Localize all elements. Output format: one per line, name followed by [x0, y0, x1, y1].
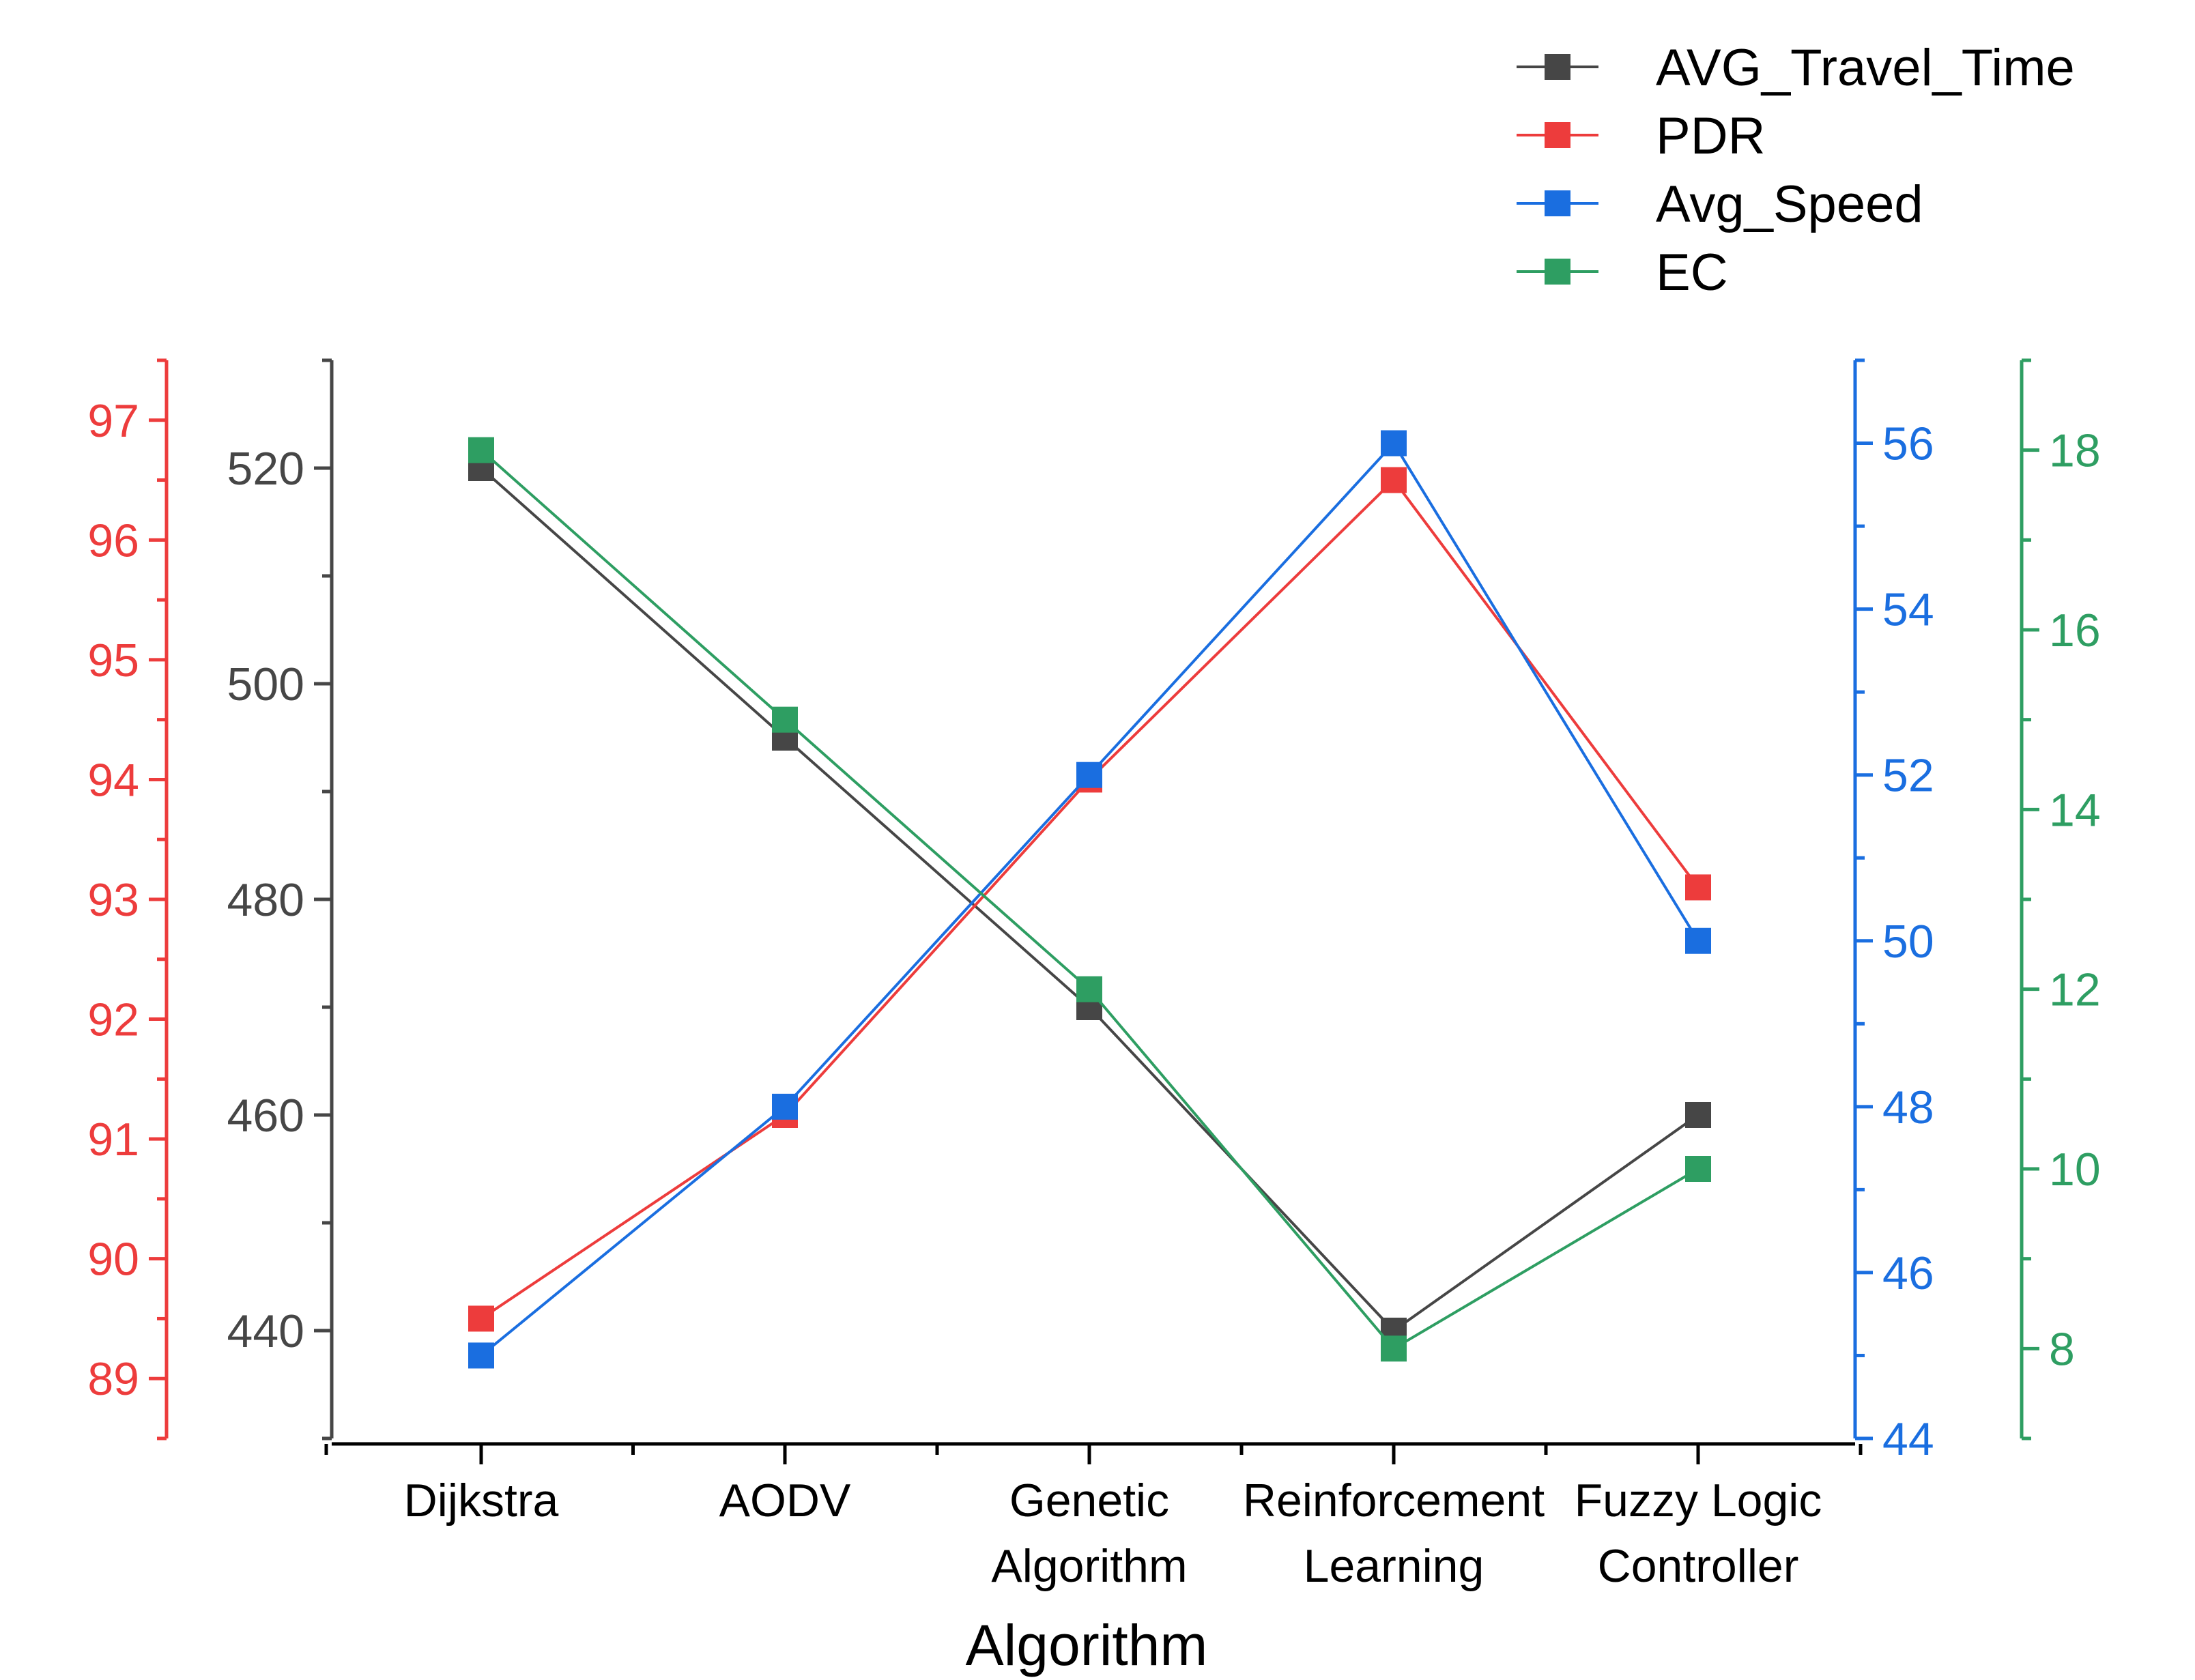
- PDR-point: [468, 1305, 494, 1332]
- legend-label: Avg_Speed: [1656, 175, 1923, 233]
- EC-line: [480, 449, 1699, 1350]
- Avg_Speed-point: [772, 1093, 798, 1120]
- series-layer: [468, 430, 1711, 1369]
- speed-tick-label: 44: [1882, 1413, 1934, 1465]
- x-tick-label-line: Reinforcement: [1243, 1475, 1545, 1526]
- speed-tick-label: 50: [1882, 916, 1934, 968]
- x-tick-label: Fuzzy Logic Controller: [1575, 1475, 1822, 1592]
- pdr-tick-label: 96: [87, 515, 139, 566]
- EC-point: [468, 437, 494, 463]
- Avg_Speed-series: [468, 430, 1711, 1369]
- EC-point: [1685, 1156, 1711, 1182]
- pdr-tick-label: 93: [87, 874, 139, 926]
- pdr-tick-label: 89: [87, 1353, 139, 1405]
- x-tick-label-line: Genetic: [1009, 1475, 1169, 1526]
- EC-series: [468, 437, 1711, 1362]
- legend-label: AVG_Travel_Time: [1656, 39, 2075, 97]
- ttime-axis: 440 460 480 500 520: [227, 358, 334, 1440]
- AVG_Travel_Time-line: [480, 467, 1699, 1333]
- ec-tick-label: 14: [2049, 784, 2101, 836]
- ttime-tick-label: 520: [227, 443, 304, 495]
- x-tick-label-line: Dijkstra: [404, 1475, 559, 1526]
- speed-axis: 44 46 48 50 52 54 56: [1853, 358, 1934, 1465]
- pdr-tick-label: 97: [87, 395, 139, 447]
- legend-item: PDR: [1517, 107, 1765, 165]
- legend-item: EC: [1517, 244, 1728, 302]
- EC-point: [1076, 976, 1102, 1002]
- PDR-series: [468, 467, 1711, 1332]
- x-tick-label-line: Learning: [1304, 1540, 1484, 1592]
- x-tick-label-line: AODV: [719, 1475, 851, 1526]
- legend-label: PDR: [1656, 107, 1765, 165]
- pdr-tick-label: 91: [87, 1114, 139, 1165]
- Avg_Speed-point: [1381, 430, 1407, 457]
- legend-marker: [1545, 122, 1570, 148]
- Avg_Speed-line: [480, 441, 1699, 1357]
- pdr-tick-label: 92: [87, 994, 139, 1046]
- PDR-line: [480, 478, 1699, 1320]
- ec-tick-label: 10: [2049, 1144, 2101, 1196]
- legend: AVG_Travel_Time PDR Avg_Speed EC: [1517, 39, 2075, 302]
- Avg_Speed-point: [1685, 927, 1711, 954]
- speed-tick-label: 52: [1882, 750, 1934, 802]
- speed-tick-label: 48: [1882, 1082, 1934, 1133]
- legend-marker: [1545, 54, 1570, 80]
- ec-tick-label: 16: [2049, 605, 2101, 656]
- x-tick-label-line: Fuzzy Logic: [1575, 1475, 1822, 1526]
- axes-layer: 89 90 91 92 93 94 95 96 97 440 460 480 500 520 44 46 48 5…: [87, 358, 2101, 1592]
- pdr-tick-label: 95: [87, 635, 139, 686]
- ec-tick-label: 8: [2049, 1323, 2075, 1375]
- pdr-tick-label: 90: [87, 1234, 139, 1286]
- Avg_Speed-point: [468, 1342, 494, 1369]
- x-tick-label: Genetic Algorithm: [991, 1475, 1187, 1592]
- Avg_Speed-point: [1076, 762, 1102, 788]
- legend-label: EC: [1656, 244, 1728, 302]
- PDR-point: [1685, 874, 1711, 901]
- ttime-tick-label: 440: [227, 1305, 304, 1357]
- speed-tick-label: 54: [1882, 584, 1934, 636]
- legend-item: Avg_Speed: [1517, 175, 1923, 233]
- ec-tick-label: 12: [2049, 964, 2101, 1016]
- ec-tick-label: 18: [2049, 425, 2101, 477]
- AVG_Travel_Time-point: [1685, 1102, 1711, 1128]
- EC-point: [772, 706, 798, 733]
- ttime-tick-label: 500: [227, 658, 304, 710]
- speed-tick-label: 46: [1882, 1247, 1934, 1299]
- ec-axis: 8 10 12 14 16 18: [2020, 358, 2101, 1440]
- x-tick-label: AODV: [719, 1475, 851, 1526]
- AVG_Travel_Time-series: [468, 455, 1711, 1344]
- legend-marker: [1545, 259, 1570, 285]
- speed-tick-label: 56: [1882, 418, 1934, 470]
- PDR-point: [1381, 467, 1407, 493]
- ttime-tick-label: 460: [227, 1090, 304, 1142]
- legend-item: AVG_Travel_Time: [1517, 39, 2075, 97]
- x-tick-label: Reinforcement Learning: [1243, 1475, 1545, 1592]
- pdr-tick-label: 94: [87, 754, 139, 806]
- x-axis-title: Algorithm: [966, 1613, 1208, 1677]
- pdr-axis: 89 90 91 92 93 94 95 96 97: [87, 358, 169, 1440]
- ttime-tick-label: 480: [227, 874, 304, 926]
- EC-point: [1381, 1335, 1407, 1362]
- x-tick-label-line: Algorithm: [991, 1540, 1187, 1592]
- x-tick-label-line: Controller: [1598, 1540, 1799, 1592]
- legend-marker: [1545, 190, 1570, 216]
- x-axis: Dijkstra AODV Genetic Algorithm Reinforcemen…: [324, 1442, 1863, 1592]
- x-tick-label: Dijkstra: [404, 1475, 559, 1526]
